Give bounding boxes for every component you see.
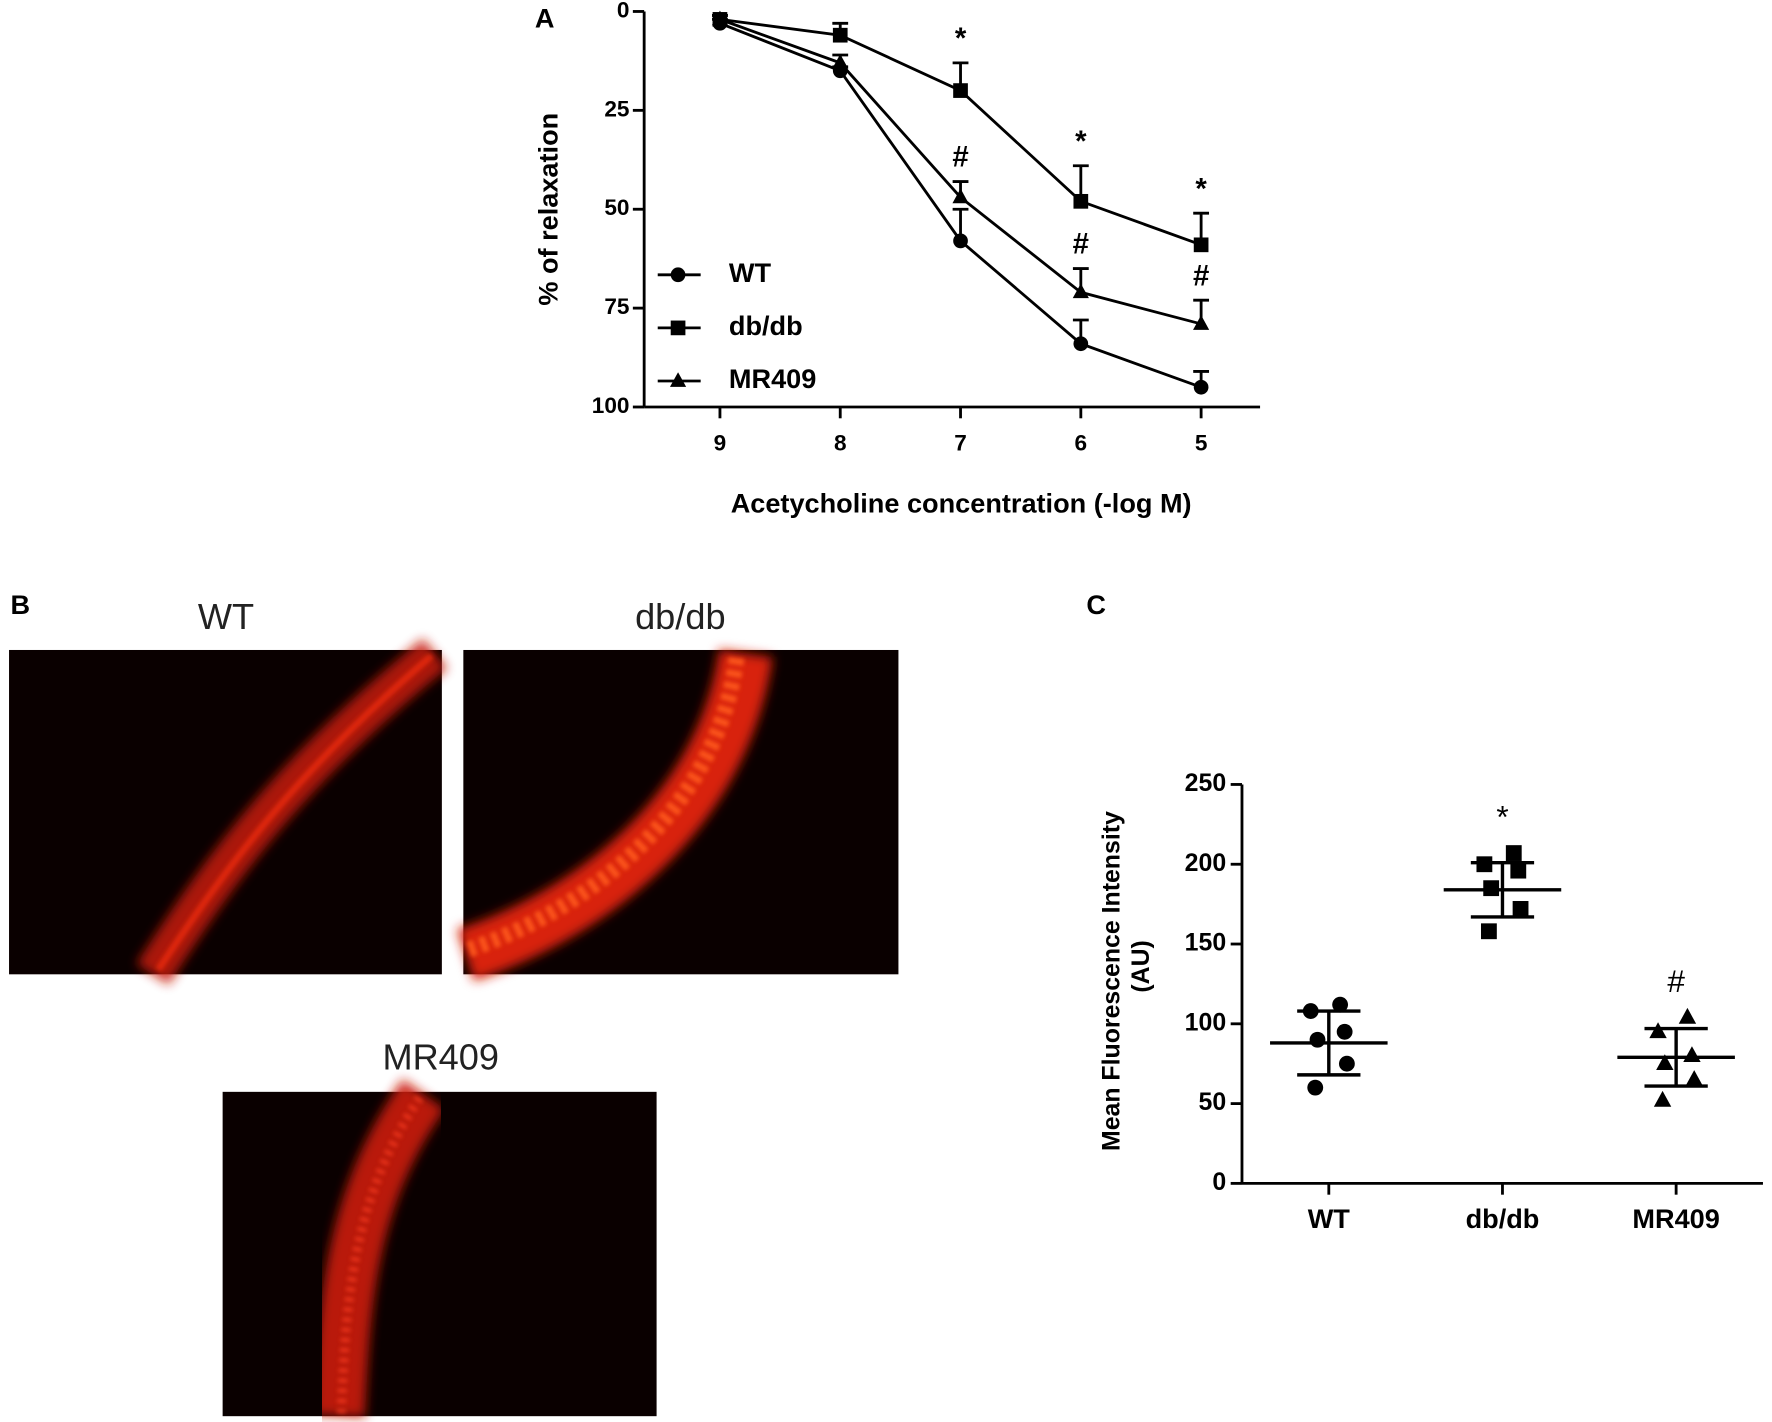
marker <box>953 233 968 249</box>
data-point <box>1653 1090 1672 1107</box>
y-tick-label: 75 <box>604 294 629 319</box>
y-tick-label: 25 <box>604 96 629 121</box>
legend-marker <box>669 372 687 387</box>
data-point <box>1307 1079 1324 1096</box>
legend-marker <box>670 267 686 283</box>
x-axis-label: Acetycholine concentration (-log M) <box>731 487 1192 518</box>
significance-label: # <box>1667 963 1685 999</box>
image-title: MR409 <box>382 1037 499 1078</box>
marker <box>1073 193 1089 209</box>
marker <box>832 54 849 69</box>
x-tick-label: 5 <box>1195 430 1208 455</box>
significance-label: * <box>1496 799 1508 835</box>
marker <box>1193 315 1210 330</box>
y-axis-label: Mean Fluorescence Intensity <box>1098 811 1126 1151</box>
micrograph <box>222 1079 657 1418</box>
y-tick-label: 200 <box>1185 849 1226 877</box>
data-point <box>1480 923 1497 940</box>
data-point <box>1505 845 1522 861</box>
micrograph <box>457 649 899 981</box>
y-tick-label: 0 <box>617 0 630 22</box>
y-tick-label: 0 <box>1212 1168 1226 1196</box>
image-title: db/db <box>635 596 725 637</box>
marker <box>1193 237 1209 253</box>
x-tick-label: 7 <box>954 430 967 455</box>
data-point <box>1685 1070 1703 1086</box>
y-axis-label: (AU) <box>1127 940 1155 992</box>
micrograph <box>9 638 448 985</box>
data-point <box>1656 1054 1674 1071</box>
significance-label: * <box>1075 125 1087 158</box>
y-tick-label: 100 <box>1185 1008 1226 1036</box>
data-point <box>1683 1046 1701 1063</box>
significance-label: * <box>955 22 967 55</box>
legend-label: WT <box>729 257 772 288</box>
significance-label: # <box>952 141 968 174</box>
data-point <box>1336 1023 1353 1040</box>
marker <box>1072 283 1089 299</box>
significance-label: # <box>1073 228 1089 261</box>
y-tick-label: 50 <box>604 195 629 220</box>
marker <box>952 188 969 204</box>
y-tick-label: 250 <box>1185 769 1226 797</box>
x-tick-label: db/db <box>1466 1203 1540 1234</box>
legend-label: MR409 <box>729 363 816 394</box>
x-tick-label: WT <box>1308 1203 1351 1234</box>
x-tick-label: 9 <box>714 430 727 455</box>
significance-label: * <box>1195 172 1207 205</box>
y-axis-label: % of relaxation <box>533 113 564 306</box>
marker <box>832 27 848 43</box>
marker <box>1193 379 1209 395</box>
sd-bar <box>1644 1026 1708 1088</box>
x-tick-label: MR409 <box>1632 1203 1719 1234</box>
sd-bar <box>1470 860 1535 919</box>
y-tick-label: 150 <box>1185 929 1226 957</box>
marker <box>711 10 729 26</box>
data-point <box>1510 862 1527 879</box>
y-tick-label: 50 <box>1199 1088 1227 1116</box>
panel-label: A <box>535 3 555 34</box>
data-point <box>1338 1055 1355 1072</box>
image-title: WT <box>198 596 254 637</box>
data-point <box>1309 1031 1326 1048</box>
x-tick-label: 6 <box>1075 430 1088 455</box>
marker <box>953 83 968 98</box>
data-point <box>1678 1007 1697 1024</box>
panel-label: C <box>1086 589 1106 620</box>
significance-label: # <box>1193 259 1209 292</box>
data-point <box>1332 996 1349 1013</box>
y-tick-label: 100 <box>592 393 630 418</box>
sd-bar <box>1297 1009 1361 1077</box>
x-tick-label: 8 <box>834 430 847 455</box>
marker <box>1073 336 1089 352</box>
legend-label: db/db <box>729 310 803 341</box>
data-point <box>1512 901 1529 917</box>
legend-marker <box>670 320 686 336</box>
panel-label: B <box>11 589 31 620</box>
